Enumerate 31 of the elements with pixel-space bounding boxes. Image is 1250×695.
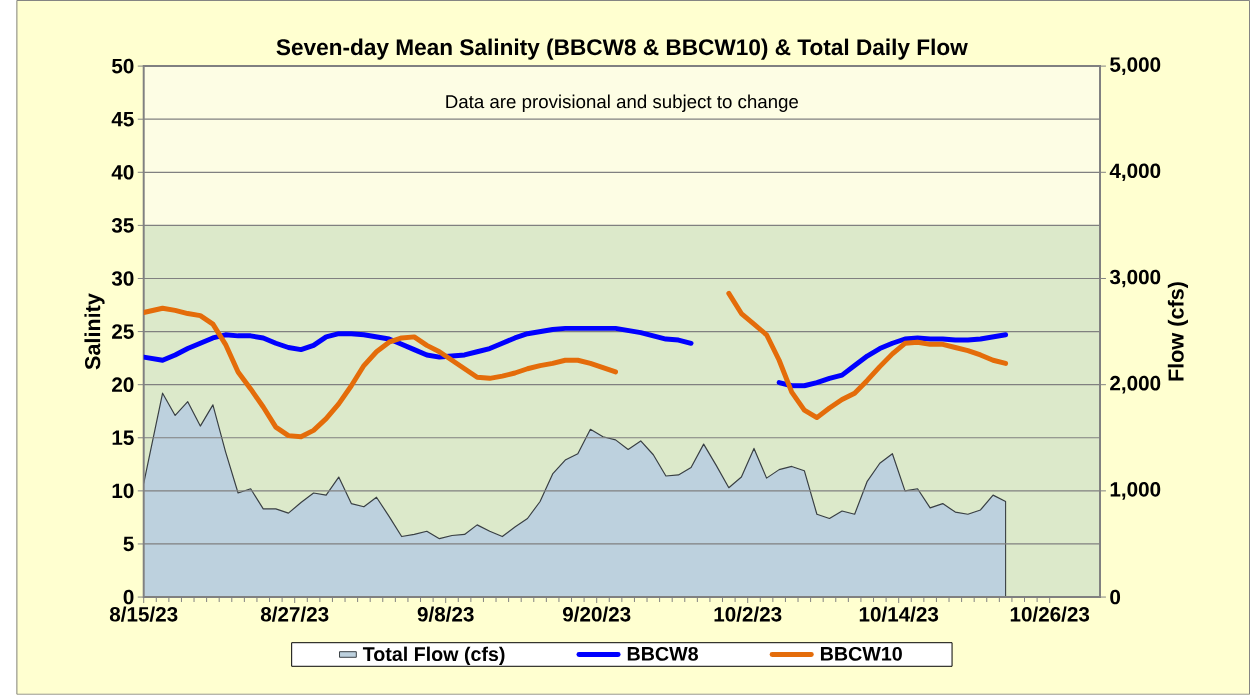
y2-tick-label: 0 <box>1110 589 1121 605</box>
y-tick-label: 10 <box>112 483 134 499</box>
y-tick-label: 0 <box>123 589 134 605</box>
y-tick-label: 20 <box>112 377 134 393</box>
x-tick-label: 10/14/23 <box>859 606 939 622</box>
y-tick-label: 30 <box>111 271 134 286</box>
y-tick-label: 15 <box>112 430 134 446</box>
x-tick-label: 8/27/23 <box>260 606 329 622</box>
y-tick-label: 40 <box>111 165 134 180</box>
x-tick-label: 10/26/23 <box>1010 606 1090 622</box>
legend-label: BBCW8 <box>627 647 698 661</box>
legend-label: BBCW10 <box>820 647 902 661</box>
y2-axis-title: Flow (cfs) <box>1167 282 1188 381</box>
y-tick-label: 25 <box>112 324 134 339</box>
y2-tick-label: 4,000 <box>1109 163 1161 182</box>
y-tick-label: 45 <box>111 112 134 127</box>
y2-tick-label: 5,000 <box>1110 57 1161 76</box>
y2-tick-label: 1,000 <box>1110 482 1161 500</box>
annotation: Data are provisional and subject to change <box>446 94 799 113</box>
x-tick-label: 8/15/23 <box>109 606 178 622</box>
x-tick-label: 9/20/23 <box>562 606 631 622</box>
x-tick-label: 10/2/23 <box>714 606 782 622</box>
y-tick-label: 50 <box>111 58 134 74</box>
y-tick-label: 35 <box>111 218 134 233</box>
y2-tick-label: 2,000 <box>1110 375 1161 394</box>
chart-title: Seven-day Mean Salinity (BBCW8 & BBCW10) & Total Daily Flow <box>276 38 968 60</box>
y2-tick-label: 3,000 <box>1109 269 1161 288</box>
y-tick-label: 5 <box>123 536 134 552</box>
y-axis-title: Salinity <box>84 293 105 370</box>
legend-label: Total Flow (cfs) <box>362 646 505 666</box>
x-tick-label: 9/8/23 <box>417 606 474 622</box>
